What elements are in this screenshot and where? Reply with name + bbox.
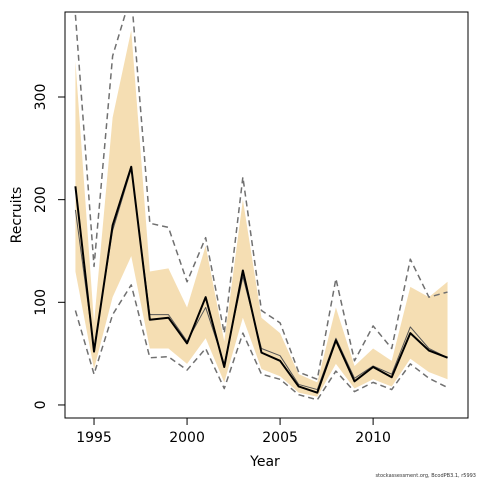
y-tick-label: 100 [33, 289, 49, 316]
y-axis-label: Recruits [9, 187, 25, 244]
y-tick-label: 0 [33, 401, 49, 410]
series-line [74, 12, 448, 381]
plot-frame [64, 11, 469, 419]
plot-area [74, 12, 448, 401]
footnote: stockassessment.org, BcodPB3.1, r5993 [375, 473, 476, 479]
x-tick-label: 2000 [169, 430, 205, 446]
series-line [74, 165, 448, 394]
x-tick-label: 2005 [262, 430, 298, 446]
series-line [74, 284, 448, 401]
x-axis-label: Year [249, 454, 280, 470]
confidence-band [75, 30, 448, 397]
x-tick-label: 2010 [355, 430, 391, 446]
y-tick-label: 200 [33, 186, 49, 213]
y-tick-label: 300 [33, 84, 49, 111]
x-tick-label: 1995 [76, 430, 112, 446]
